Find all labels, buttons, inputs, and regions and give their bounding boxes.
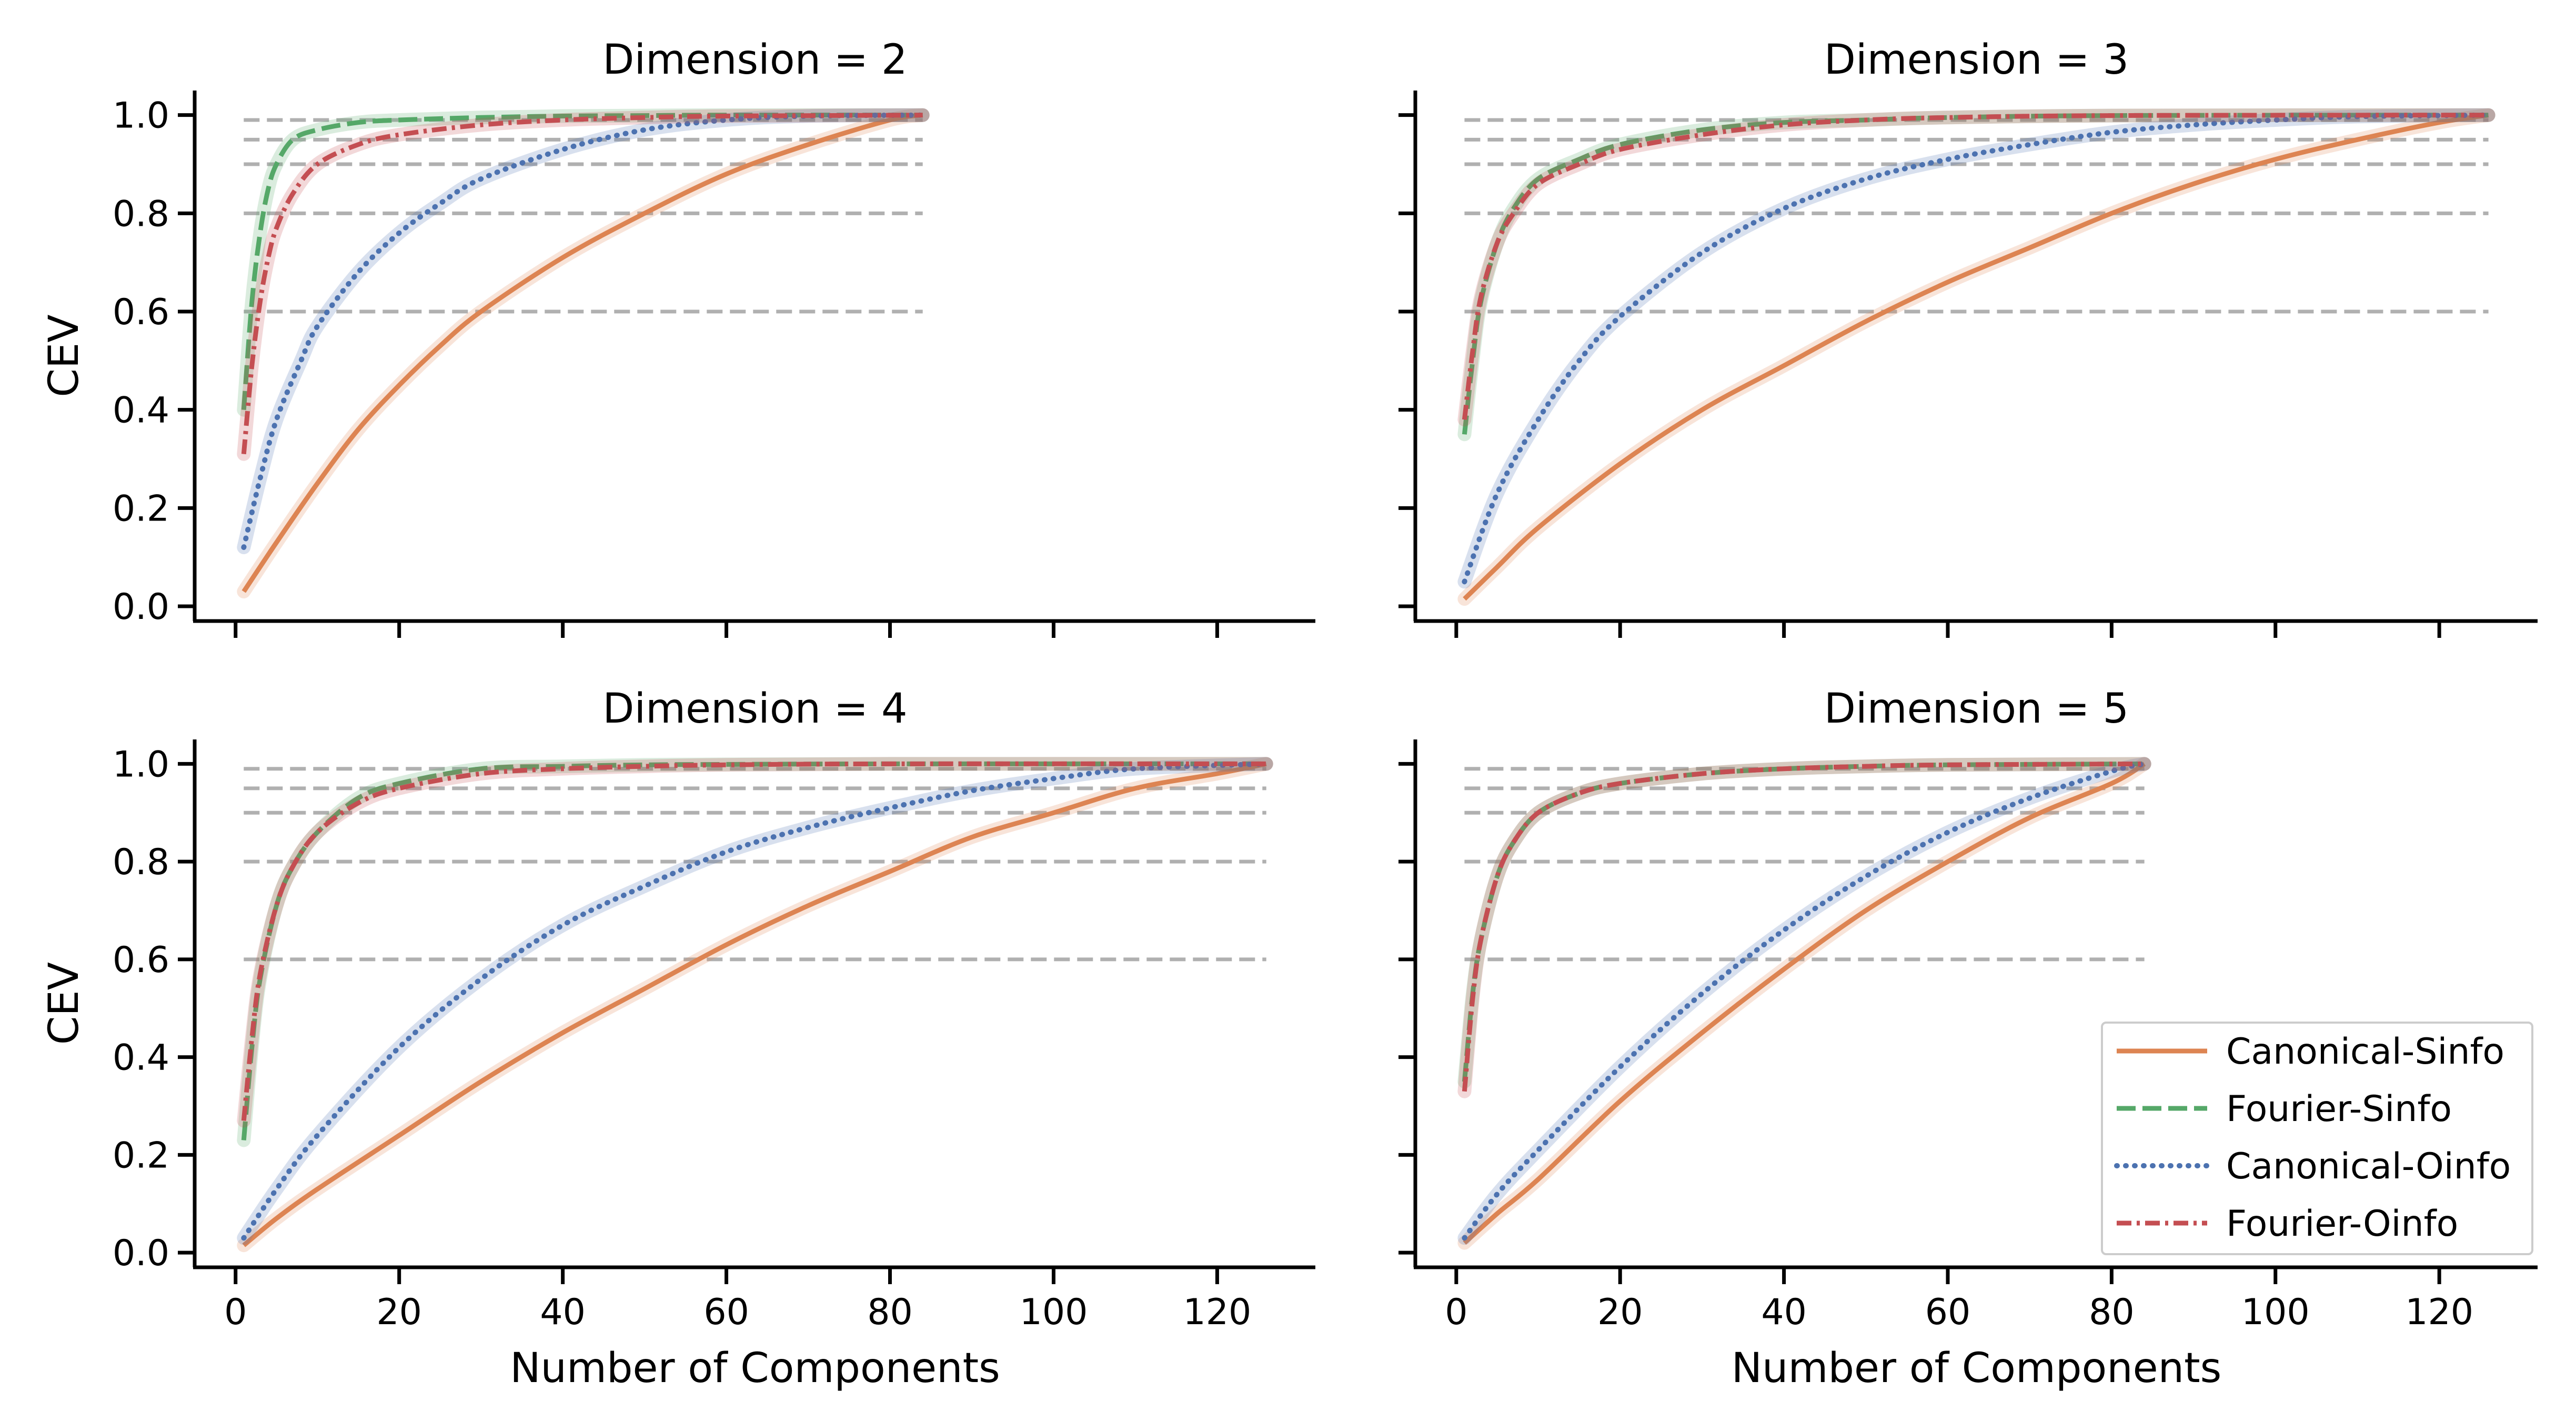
x-tick-label: 20 [376,1292,422,1333]
x-tick-label: 120 [2405,1292,2473,1333]
reference-lines [244,118,923,314]
y-tick-label: 1.0 [113,95,169,137]
y-tick-label: 0.8 [113,193,169,235]
legend-label: Fourier-Oinfo [2226,1203,2458,1245]
y-tick-label: 0.2 [113,1135,169,1176]
y-tick-label: 0.8 [113,842,169,883]
series-lines [1457,757,2151,1250]
legend-item-canonical-sinfo: Canonical-Sinfo [2117,1031,2504,1073]
legend-label: Canonical-Sinfo [2226,1031,2504,1073]
series-lines [237,108,930,598]
series-line-canonical-oinfo [241,761,1269,1241]
series-line-fourier-sinfo [241,761,1266,1140]
x-tick-label: 0 [224,1292,247,1333]
series-band-canonical-oinfo [237,757,1273,1245]
panel-1: 0.0 0.2 0.4 0.6 0.8 1.0 Dimension = 2 CEV [41,36,1315,638]
y-tick-label: 0.4 [113,390,169,432]
x-tick-label: 60 [703,1292,749,1333]
x-tick-label: 40 [1761,1292,1807,1333]
panel-title: Dimension = 3 [1824,36,2129,84]
x-tick-label: 40 [540,1292,586,1333]
series-line-canonical-sinfo [1463,762,2146,1245]
series-band-canonical-sinfo [1457,757,2151,1250]
series-line-canonical-sinfo [1463,113,2489,601]
series-band-canonical-oinfo [1457,108,2496,589]
series-band-fourier-sinfo [237,757,1273,1147]
series-band-fourier-sinfo [237,108,930,417]
panel-2: Dimension = 3 [1398,36,2538,638]
legend-item-fourier-oinfo: Fourier-Oinfo [2117,1203,2458,1245]
chart-panels: 0.0 0.2 0.4 0.6 0.8 1.0 Dimension = 2 CEV Dimens… [41,36,2538,1392]
series-band-fourier-oinfo [237,757,1273,1128]
x-tick-label: 20 [1597,1292,1643,1333]
y-tick-label: 0.4 [113,1037,169,1079]
series-line-fourier-oinfo [241,113,923,455]
series-band-canonical-sinfo [1457,108,2496,606]
y-axis-label: CEV [41,962,88,1045]
x-tick-label: 120 [1183,1292,1252,1333]
x-tick-label: 80 [2089,1292,2135,1333]
series-line-fourier-oinfo [1462,761,2145,1092]
panel-3: 0.0 0.2 0.4 0.6 0.8 1.0 0 20 40 60 80 100 120 Dimensi… [41,685,1315,1392]
series-line-canonical-sinfo [242,761,1267,1247]
legend: Canonical-Sinfo Fourier-Sinfo Canonical-Oi… [2101,1022,2533,1255]
series-band-canonical-sinfo [237,108,930,598]
series-band-canonical-oinfo [237,108,930,554]
x-tick-label: 80 [867,1292,913,1333]
x-tick-label: 100 [2241,1292,2310,1333]
legend-frame [2101,1022,2533,1255]
y-tick-label: 0.6 [113,939,169,981]
series-lines [237,757,1273,1253]
series-line-canonical-oinfo [1462,112,2491,585]
series-line-canonical-oinfo [1462,761,2147,1241]
y-tick-label: 0.0 [113,586,169,628]
y-tick-label: 0.6 [113,292,169,333]
reference-lines [1464,767,2145,962]
x-tick-label: 0 [1445,1292,1467,1333]
x-axis-label: Number of Components [510,1345,1000,1392]
series-band-canonical-oinfo [1457,757,2151,1245]
series-line-fourier-oinfo [241,761,1266,1121]
y-tick-label: 0.0 [113,1233,169,1274]
series-lines [1457,108,2496,606]
legend-item-canonical-oinfo: Canonical-Oinfo [2114,1146,2511,1187]
panel-4: 0 20 40 60 80 100 120 Dimension = 5 Number of Co… [1398,685,2538,1392]
x-tick-label: 60 [1925,1292,1971,1333]
legend-label: Canonical-Oinfo [2226,1146,2511,1187]
panel-title: Dimension = 2 [602,36,907,84]
x-axis-label: Number of Components [1732,1345,2222,1392]
legend-label: Fourier-Sinfo [2226,1088,2452,1130]
series-line-fourier-sinfo [241,113,923,411]
panel-title: Dimension = 5 [1824,685,2129,733]
y-tick-label: 1.0 [113,744,169,785]
panel-title: Dimension = 4 [602,685,907,733]
legend-item-fourier-sinfo: Fourier-Sinfo [2117,1088,2452,1130]
series-line-canonical-oinfo [241,112,925,550]
y-tick-label: 0.2 [113,488,169,529]
x-tick-label: 100 [1020,1292,1088,1333]
series-line-fourier-oinfo [1462,113,2489,420]
y-axis-label: CEV [41,314,88,397]
series-line-canonical-sinfo [242,113,923,593]
reference-lines [244,767,1266,962]
